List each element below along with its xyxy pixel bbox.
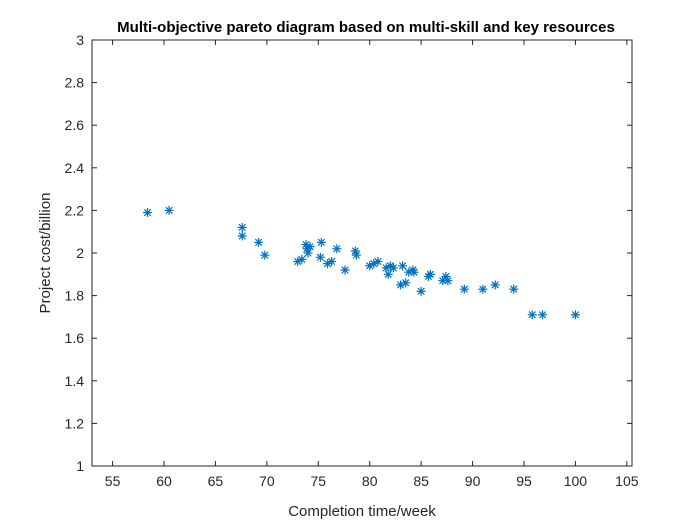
x-tick-label: 100 [564, 473, 588, 489]
chart-title: Multi-objective pareto diagram based on … [117, 19, 615, 36]
x-tick-label: 80 [362, 473, 378, 489]
y-tick-label: 2.4 [65, 160, 85, 176]
y-tick-label: 3 [76, 32, 84, 48]
x-tick-label: 85 [413, 473, 429, 489]
x-tick-label: 95 [516, 473, 532, 489]
data-point [373, 257, 383, 267]
data-point [305, 242, 315, 252]
data-point [425, 269, 435, 279]
data-point [459, 284, 469, 294]
data-point [332, 244, 342, 254]
data-points [143, 205, 580, 320]
data-point [478, 284, 488, 294]
data-point [351, 250, 361, 260]
data-point [401, 278, 411, 288]
y-tick-label: 1.6 [65, 330, 85, 346]
data-point [237, 231, 247, 241]
data-point [416, 286, 426, 296]
data-point [143, 208, 153, 218]
y-tick-label: 1.4 [65, 373, 85, 389]
x-tick-label: 105 [615, 473, 639, 489]
y-tick-label: 1 [76, 458, 84, 474]
data-point [443, 276, 453, 286]
data-point [297, 254, 307, 264]
data-point [237, 222, 247, 232]
data-point [316, 237, 326, 247]
x-tick-label: 60 [156, 473, 172, 489]
data-point [509, 284, 519, 294]
data-point [260, 250, 270, 260]
data-point [527, 310, 537, 320]
y-tick-label: 2 [76, 245, 84, 261]
data-point [315, 252, 325, 262]
x-tick-label: 75 [310, 473, 326, 489]
data-point [254, 237, 264, 247]
y-tick-label: 2.2 [65, 202, 85, 218]
data-point [340, 265, 350, 275]
data-point [388, 263, 398, 273]
x-tick-label: 90 [465, 473, 481, 489]
y-axis-label: Project cost/billion [37, 193, 54, 314]
data-point [350, 246, 360, 256]
data-point [327, 257, 337, 267]
data-point [398, 261, 408, 271]
y-tick-label: 1.8 [65, 288, 85, 304]
data-point [538, 310, 548, 320]
x-tick-label: 55 [105, 473, 121, 489]
axis-ticks: 55 60 65 70 75 80 85 90 95 100 105 1 1.2 1.4 1.6 1.8 2 2.… [65, 32, 639, 489]
y-tick-label: 2.6 [65, 117, 85, 133]
data-point [409, 267, 419, 277]
data-point [303, 248, 313, 258]
data-point [490, 280, 500, 290]
y-tick-label: 2.8 [65, 75, 85, 91]
data-point [570, 310, 580, 320]
x-axis-label: Completion time/week [288, 503, 436, 520]
plot-area-frame [91, 39, 633, 467]
y-tick-label: 1.2 [65, 415, 85, 431]
data-point [383, 269, 393, 279]
x-tick-label: 70 [259, 473, 275, 489]
data-point [164, 205, 174, 215]
x-tick-label: 65 [208, 473, 224, 489]
